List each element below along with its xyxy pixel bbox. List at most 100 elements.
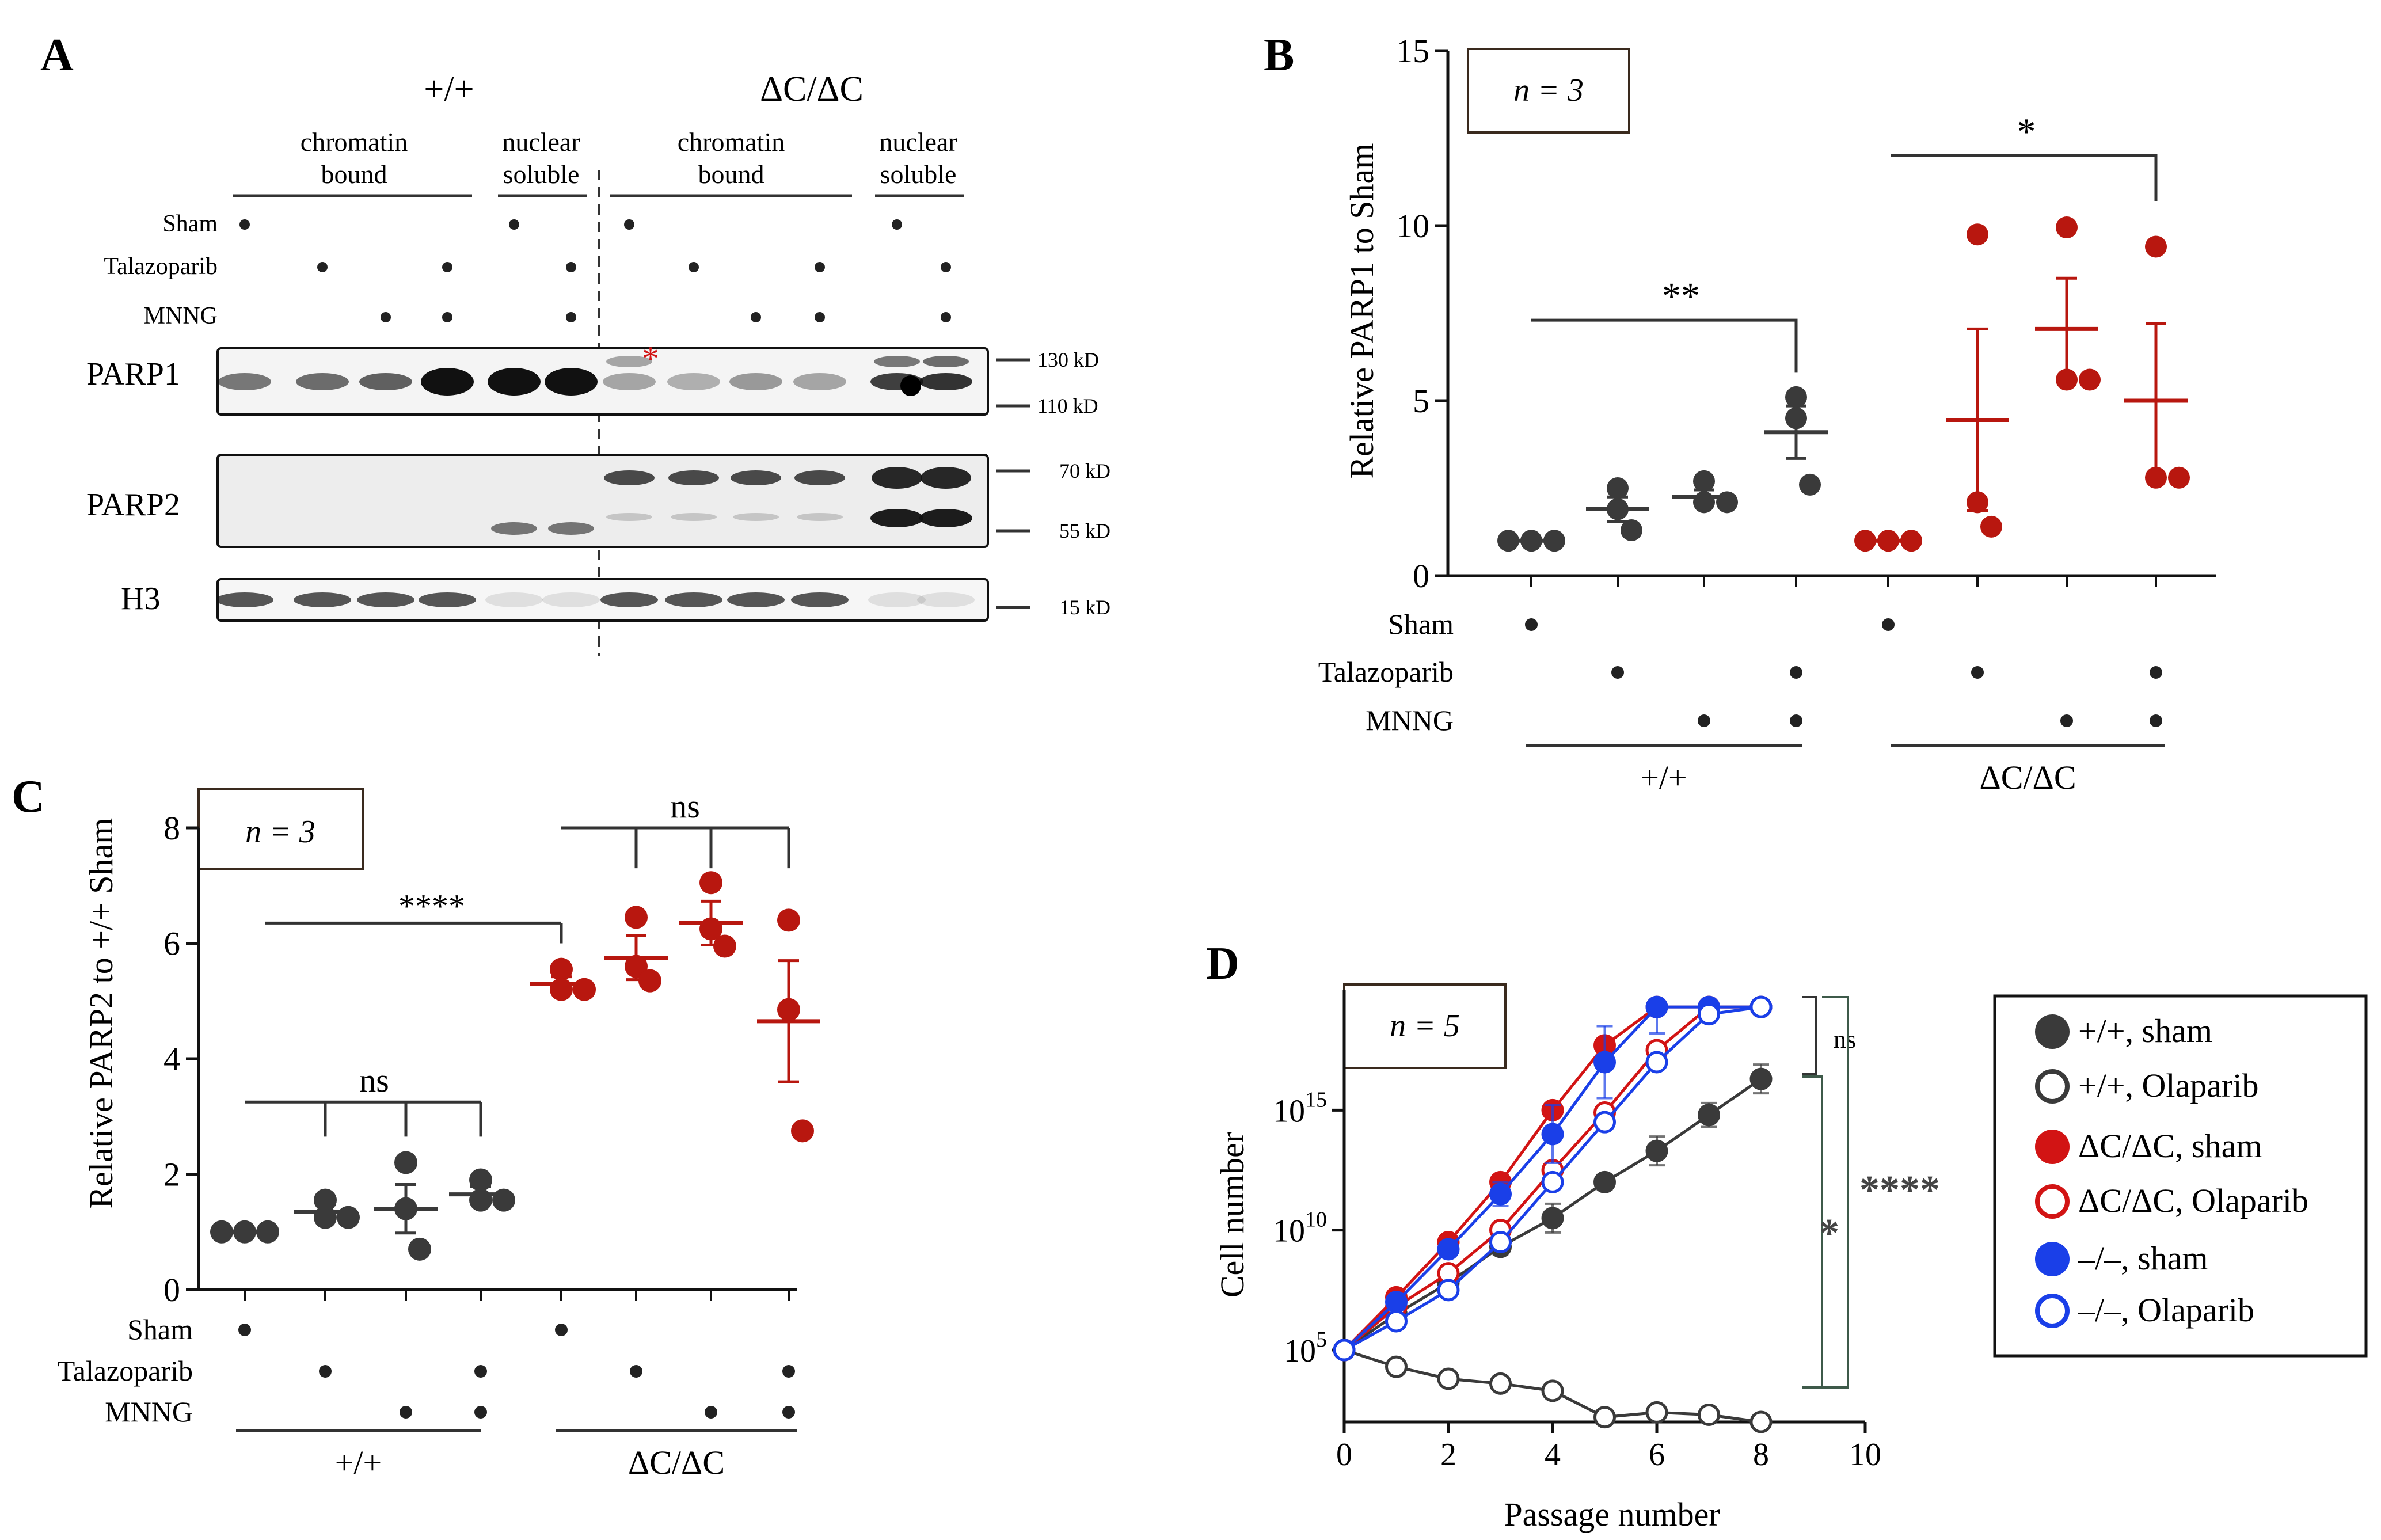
y-tick-label: 10 — [1396, 207, 1429, 245]
panel-b-n-label: n = 3 — [1513, 73, 1584, 108]
data-point — [1749, 1410, 1773, 1433]
blot-parp1-frame — [216, 347, 989, 416]
data-point — [713, 934, 736, 958]
data-point — [1437, 1367, 1460, 1390]
significance-label: **** — [398, 887, 465, 925]
blot-band — [729, 373, 782, 390]
data-point — [550, 957, 573, 981]
y-tick-label: 4 — [163, 1040, 180, 1078]
treatment-dot — [630, 1365, 642, 1378]
legend-marker — [2035, 1069, 2070, 1104]
blot-parp2-frame — [216, 454, 989, 548]
blot-band — [793, 373, 846, 390]
treatment-dot — [2150, 714, 2162, 727]
y-tick-label: 2 — [163, 1156, 180, 1193]
treatment-dot — [1611, 666, 1624, 679]
data-point — [394, 1197, 417, 1220]
fraction-chromatin-wt-line2: bound — [321, 159, 387, 189]
fraction-nuclear-mut-line1: nuclear — [879, 127, 957, 157]
blot-parp1-label: PARP1 — [86, 356, 180, 392]
blot-h3-bands — [216, 592, 975, 607]
a-treatment-dot — [892, 219, 902, 230]
treatment-dot — [238, 1324, 251, 1336]
data-point — [1437, 1238, 1460, 1261]
data-point — [1333, 1339, 1356, 1362]
blot-band — [791, 592, 849, 607]
data-point — [1645, 1401, 1668, 1424]
data-point — [1541, 1123, 1564, 1146]
treatment-dot — [1698, 714, 1710, 727]
legend-marker — [2035, 1130, 2070, 1164]
data-point — [469, 1188, 492, 1212]
data-point — [1385, 1355, 1408, 1378]
a-treatment-dot — [689, 262, 699, 272]
panel-a-letter: A — [40, 30, 74, 81]
blot-band — [216, 592, 273, 607]
data-point — [1607, 477, 1629, 499]
blot-band — [667, 373, 720, 390]
data-point — [2056, 368, 2078, 391]
data-point — [1877, 530, 1899, 552]
treatment-dot — [1882, 618, 1895, 631]
treatment-dot — [2060, 714, 2073, 727]
data-point — [1693, 470, 1715, 492]
treatment-label: Sham — [127, 1313, 193, 1345]
panel-b-letter: B — [1264, 30, 1294, 81]
panel-c-n-label: n = 3 — [245, 814, 315, 850]
data-point — [1541, 1379, 1564, 1402]
data-point — [469, 1168, 492, 1192]
treatment-dot — [1525, 618, 1538, 631]
blot-band — [919, 509, 972, 527]
significance-label: **** — [1859, 1168, 1940, 1212]
data-point — [1621, 519, 1642, 541]
treatment-label: MNNG — [105, 1395, 193, 1428]
x-tick-label: 10 — [1849, 1437, 1881, 1473]
a-treatment-dot — [239, 219, 250, 230]
y-tick-label: 105 — [1284, 1328, 1327, 1369]
panel-d: D n = 5 Cell number Passage number 0 2 4 6 8… — [1206, 938, 2368, 1533]
legend-label: +/+, Olaparib — [2078, 1067, 2258, 1104]
treatment-label: Sham — [1388, 608, 1454, 640]
genotype-wt-label: +/+ — [424, 70, 474, 109]
data-point — [2168, 466, 2190, 489]
blot-band — [668, 470, 719, 485]
blot-band — [419, 592, 476, 607]
x-tick-label: 8 — [1753, 1437, 1769, 1473]
data-point — [638, 969, 661, 993]
x-tick-label: 4 — [1545, 1437, 1561, 1473]
data-point — [1437, 1279, 1460, 1302]
blot-h3-label: H3 — [121, 581, 160, 617]
treatment-dot — [474, 1406, 487, 1419]
blot-band — [604, 470, 655, 485]
significance-bracket — [1802, 996, 1817, 1075]
data-point — [1698, 1404, 1720, 1426]
genotype-label: ΔC/ΔC — [1979, 759, 2076, 796]
significance-bracket — [1802, 1075, 1823, 1389]
data-point — [1541, 1207, 1564, 1230]
data-point — [1593, 1170, 1616, 1193]
a-treatment-dot — [442, 312, 452, 322]
significance-bracket — [1891, 154, 2158, 201]
data-point — [314, 1206, 337, 1229]
x-tick-label: 6 — [1649, 1437, 1665, 1473]
legend-label: +/+, sham — [2078, 1012, 2212, 1050]
significance-label: ns — [359, 1062, 389, 1099]
data-point — [2145, 235, 2167, 258]
treatment-dot — [474, 1365, 487, 1378]
blot-band — [733, 513, 779, 521]
data-point — [1716, 491, 1738, 514]
significance-label: ns — [1834, 1025, 1856, 1054]
data-point — [1698, 1003, 1720, 1026]
treatment-label: Talazoparib — [58, 1355, 193, 1387]
data-point — [1749, 1067, 1773, 1090]
blot-band — [870, 509, 923, 527]
a-treatment-dot — [317, 262, 328, 272]
x-tick-label: 2 — [1440, 1437, 1456, 1473]
panel-b-n-box — [1467, 48, 1630, 134]
marker-15-label: 15 kD — [1059, 596, 1110, 619]
data-point — [1385, 1291, 1408, 1314]
blot-band — [921, 467, 971, 489]
data-point — [1489, 1372, 1512, 1395]
marker-110-label: 110 kD — [1037, 394, 1098, 417]
panel-d-legend: +/+, sham +/+, Olaparib ΔC/ΔC, sham ΔC/ΔC, … — [2035, 1012, 2308, 1329]
